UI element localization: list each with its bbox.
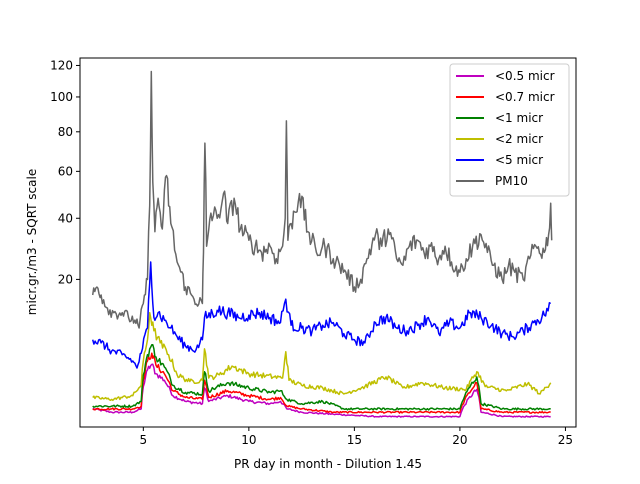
- series-line: [92, 311, 552, 402]
- series-line: [92, 352, 551, 414]
- series-line: [92, 344, 551, 411]
- legend-label: <2 micr: [495, 132, 543, 146]
- y-tick-label: 100: [50, 90, 73, 104]
- y-tick-label: 80: [58, 125, 73, 139]
- series-line: [91, 261, 552, 369]
- x-tick-label: 5: [139, 433, 147, 447]
- legend-label: <0.7 micr: [495, 90, 555, 104]
- legend: <0.5 micr <0.7 micr <1 micr <2 micr <5 micr P…: [449, 63, 570, 197]
- legend-label: <1 micr: [495, 111, 543, 125]
- x-tick-label: 15: [347, 433, 362, 447]
- legend-label: <0.5 micr: [495, 69, 555, 83]
- series-line: [92, 363, 551, 418]
- y-tick-label: 40: [58, 211, 73, 225]
- y-axis-label: micr.gr./m3 - SQRT scale: [25, 169, 39, 315]
- y-tick-label: 20: [58, 272, 73, 286]
- plot-frame: [79, 57, 577, 428]
- legend-label: PM10: [495, 174, 528, 188]
- series-lines: [91, 70, 553, 418]
- x-axis-label: PR day in month - Dilution 1.45: [234, 457, 422, 471]
- series-line: [91, 70, 553, 329]
- x-axis-ticks: 5 10 15 20 25: [139, 427, 573, 447]
- y-axis-ticks: 20 40 60 80 100 120: [50, 58, 80, 286]
- x-tick-label: 25: [558, 433, 573, 447]
- x-tick-label: 20: [452, 433, 467, 447]
- legend-label: <5 micr: [495, 153, 543, 167]
- x-tick-label: 10: [241, 433, 256, 447]
- y-tick-label: 120: [50, 58, 73, 72]
- y-tick-label: 60: [58, 164, 73, 178]
